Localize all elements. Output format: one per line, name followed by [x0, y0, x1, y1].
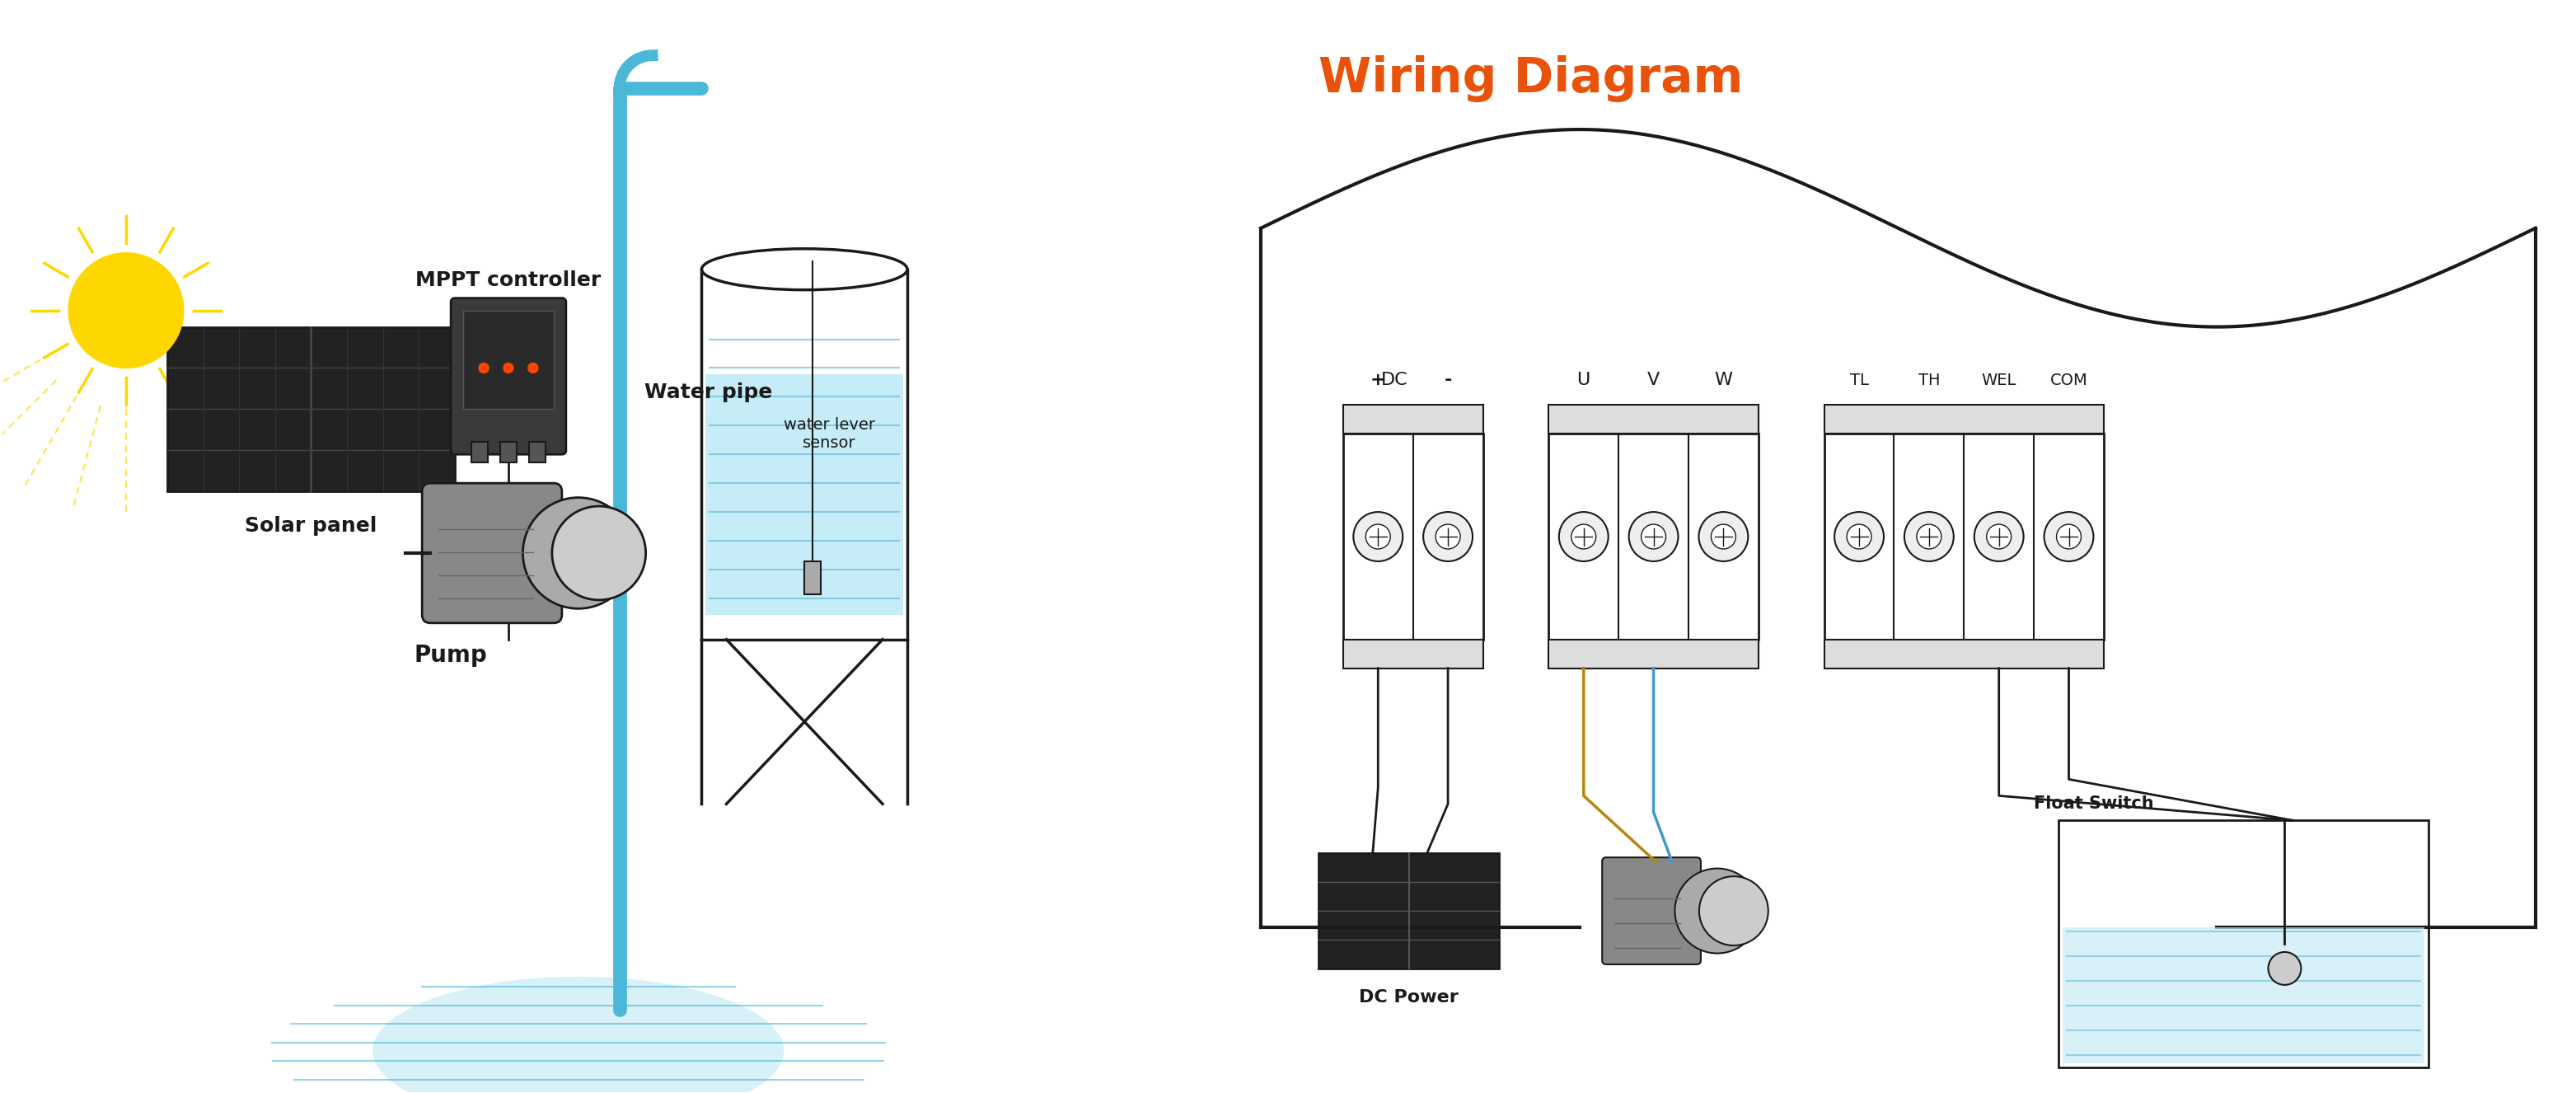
Circle shape	[1365, 525, 1391, 549]
FancyBboxPatch shape	[464, 310, 554, 409]
Text: WEL: WEL	[1981, 373, 2017, 389]
Circle shape	[1917, 525, 1942, 549]
Circle shape	[1710, 525, 1736, 549]
FancyBboxPatch shape	[451, 298, 567, 455]
Circle shape	[551, 506, 647, 600]
Ellipse shape	[374, 977, 783, 1093]
FancyBboxPatch shape	[167, 327, 456, 492]
Text: DC Power: DC Power	[1360, 989, 1458, 1006]
Text: Water pipe: Water pipe	[644, 383, 773, 402]
Circle shape	[1641, 525, 1667, 549]
Text: W: W	[1716, 372, 1734, 389]
Text: COM: COM	[2050, 373, 2087, 389]
Text: water lever
sensor: water lever sensor	[783, 416, 876, 450]
FancyBboxPatch shape	[500, 442, 518, 462]
Circle shape	[2045, 512, 2094, 562]
Circle shape	[1700, 877, 1767, 945]
FancyBboxPatch shape	[1824, 406, 2105, 434]
FancyBboxPatch shape	[1319, 854, 1499, 968]
FancyBboxPatch shape	[422, 483, 562, 623]
Text: Float Switch: Float Switch	[2035, 796, 2154, 812]
FancyBboxPatch shape	[701, 269, 907, 639]
FancyBboxPatch shape	[1548, 406, 1759, 434]
FancyBboxPatch shape	[528, 442, 546, 462]
Text: Wiring Diagram: Wiring Diagram	[1319, 56, 1744, 103]
Circle shape	[1698, 512, 1749, 562]
Text: +: +	[1370, 372, 1386, 389]
FancyBboxPatch shape	[471, 442, 487, 462]
Circle shape	[1904, 512, 1953, 562]
FancyBboxPatch shape	[1824, 639, 2105, 668]
Circle shape	[523, 497, 634, 609]
FancyBboxPatch shape	[1602, 857, 1700, 964]
FancyBboxPatch shape	[1824, 434, 2105, 639]
Text: U: U	[1577, 372, 1589, 389]
Circle shape	[1628, 512, 1677, 562]
Circle shape	[1674, 869, 1759, 953]
Text: MPPT controller: MPPT controller	[415, 270, 600, 290]
Circle shape	[2269, 952, 2300, 985]
Circle shape	[1352, 512, 1404, 562]
Circle shape	[479, 363, 489, 373]
Text: Pump: Pump	[415, 644, 487, 667]
Text: TL: TL	[1850, 373, 1868, 389]
Text: TH: TH	[1919, 373, 1940, 389]
Circle shape	[1973, 512, 2025, 562]
Circle shape	[1834, 512, 1883, 562]
Circle shape	[528, 363, 538, 373]
Text: DC: DC	[1381, 372, 1409, 389]
FancyBboxPatch shape	[1342, 434, 1484, 639]
Text: Solar panel: Solar panel	[245, 516, 376, 536]
Text: -: -	[1445, 372, 1453, 389]
Circle shape	[70, 252, 183, 368]
Circle shape	[2056, 525, 2081, 549]
Circle shape	[1425, 512, 1473, 562]
Circle shape	[1558, 512, 1607, 562]
FancyBboxPatch shape	[706, 374, 904, 614]
Circle shape	[1986, 525, 2012, 549]
FancyBboxPatch shape	[1342, 406, 1484, 434]
Circle shape	[1571, 525, 1597, 549]
FancyBboxPatch shape	[2058, 821, 2429, 1067]
FancyBboxPatch shape	[1548, 639, 1759, 668]
Circle shape	[502, 363, 513, 373]
Circle shape	[1847, 525, 1870, 549]
FancyBboxPatch shape	[804, 562, 822, 595]
FancyBboxPatch shape	[1548, 434, 1759, 639]
FancyBboxPatch shape	[2063, 927, 2424, 1063]
Text: V: V	[1646, 372, 1659, 389]
FancyBboxPatch shape	[1342, 639, 1484, 668]
Circle shape	[1435, 525, 1461, 549]
Ellipse shape	[701, 249, 907, 290]
